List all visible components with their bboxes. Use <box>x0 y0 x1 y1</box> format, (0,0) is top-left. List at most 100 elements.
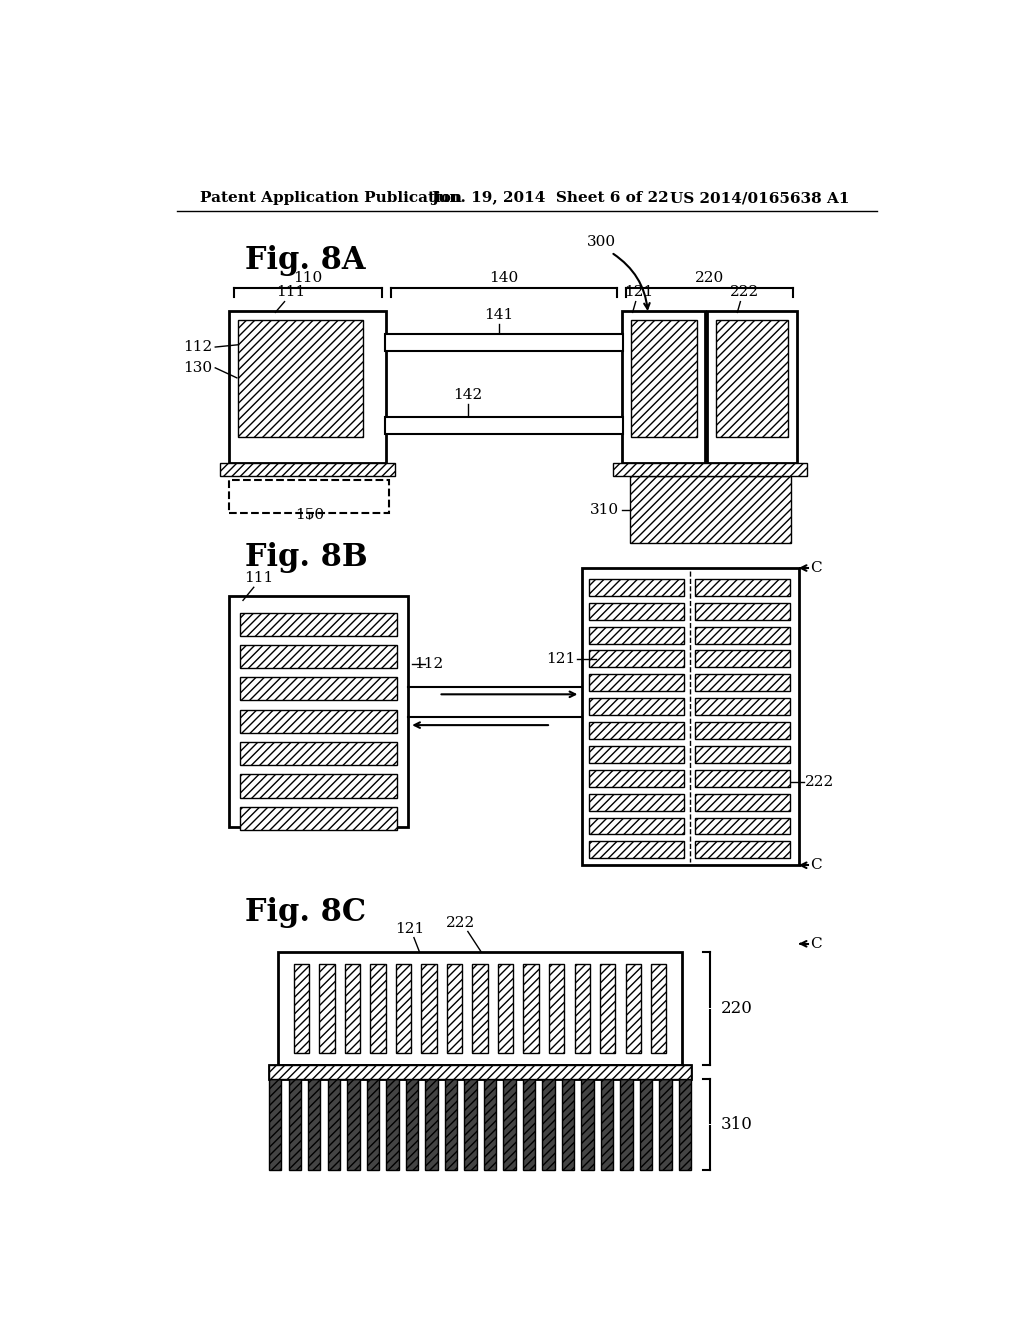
Text: 310: 310 <box>720 1117 753 1134</box>
Bar <box>269 1065 691 1080</box>
Bar <box>240 710 397 733</box>
Bar <box>707 312 798 463</box>
Text: 130: 130 <box>183 360 212 375</box>
Bar <box>422 964 437 1053</box>
Bar <box>279 952 682 1065</box>
Bar <box>386 1080 398 1171</box>
Text: 112: 112 <box>183 341 212 354</box>
Bar <box>522 1080 536 1171</box>
Bar <box>562 1080 574 1171</box>
Bar <box>543 1080 555 1171</box>
Bar <box>590 578 684 595</box>
Bar <box>631 321 697 437</box>
Bar <box>396 964 412 1053</box>
Bar <box>695 770 790 787</box>
Bar <box>590 603 684 619</box>
Text: 121: 121 <box>547 652 575 665</box>
Bar <box>640 1080 652 1171</box>
Bar <box>590 698 684 715</box>
Text: C: C <box>810 561 822 576</box>
Bar <box>464 1080 476 1171</box>
Bar <box>590 841 684 858</box>
Bar <box>483 1080 496 1171</box>
Text: US 2014/0165638 A1: US 2014/0165638 A1 <box>670 191 849 206</box>
Bar <box>695 817 790 834</box>
Bar <box>446 964 462 1053</box>
Text: Fig. 8A: Fig. 8A <box>245 244 365 276</box>
Bar <box>679 1080 691 1171</box>
Bar <box>651 964 667 1053</box>
Bar <box>240 807 397 830</box>
Bar <box>600 964 615 1053</box>
Text: C: C <box>810 937 822 950</box>
Bar <box>590 770 684 787</box>
Bar <box>472 964 487 1053</box>
Bar <box>695 698 790 715</box>
Bar <box>367 1080 379 1171</box>
Bar <box>289 1080 301 1171</box>
Bar <box>269 1080 282 1171</box>
Bar <box>659 1080 672 1171</box>
Bar <box>240 742 397 766</box>
Text: 222: 222 <box>805 775 835 789</box>
Bar <box>626 964 641 1053</box>
Text: Jun. 19, 2014  Sheet 6 of 22: Jun. 19, 2014 Sheet 6 of 22 <box>431 191 669 206</box>
Bar <box>590 722 684 739</box>
Bar <box>503 1080 515 1171</box>
Bar <box>240 645 397 668</box>
Bar <box>695 578 790 595</box>
Bar <box>695 793 790 810</box>
Bar <box>229 312 386 463</box>
Bar <box>630 475 792 544</box>
Bar <box>239 321 364 437</box>
Bar <box>695 627 790 644</box>
Bar <box>319 964 335 1053</box>
Bar <box>695 651 790 668</box>
Bar <box>590 627 684 644</box>
Text: 121: 121 <box>625 285 653 300</box>
Bar <box>695 841 790 858</box>
Text: 111: 111 <box>276 285 305 300</box>
Bar <box>385 417 624 434</box>
Bar <box>590 746 684 763</box>
Bar <box>582 1080 594 1171</box>
Bar <box>240 612 397 636</box>
Bar <box>574 964 590 1053</box>
Text: 140: 140 <box>489 271 518 285</box>
Bar <box>347 1080 359 1171</box>
Bar <box>590 793 684 810</box>
Bar <box>612 463 807 475</box>
Bar <box>590 817 684 834</box>
Bar <box>308 1080 321 1171</box>
Text: 300: 300 <box>587 235 616 248</box>
Bar <box>229 480 389 512</box>
Text: 112: 112 <box>414 656 443 671</box>
Bar <box>425 1080 437 1171</box>
Text: 111: 111 <box>244 572 273 585</box>
Bar <box>716 321 788 437</box>
Bar <box>240 775 397 797</box>
Text: 110: 110 <box>293 271 323 285</box>
Text: 121: 121 <box>394 923 424 936</box>
Bar <box>328 1080 340 1171</box>
Bar <box>695 675 790 692</box>
Bar <box>294 964 309 1053</box>
Text: Patent Application Publication: Patent Application Publication <box>200 191 462 206</box>
Text: 310: 310 <box>590 503 618 516</box>
Text: 220: 220 <box>720 1001 753 1016</box>
Bar <box>695 603 790 619</box>
Text: C: C <box>810 858 822 873</box>
Text: 222: 222 <box>730 285 760 300</box>
Bar <box>498 964 513 1053</box>
Bar <box>240 677 397 701</box>
Bar <box>695 746 790 763</box>
Text: 222: 222 <box>445 916 475 929</box>
Bar <box>229 595 408 826</box>
Text: 142: 142 <box>454 388 482 401</box>
Bar <box>444 1080 457 1171</box>
Text: 141: 141 <box>484 308 513 322</box>
Bar <box>582 568 799 866</box>
Bar <box>590 651 684 668</box>
Bar <box>371 964 386 1053</box>
Bar <box>406 1080 418 1171</box>
